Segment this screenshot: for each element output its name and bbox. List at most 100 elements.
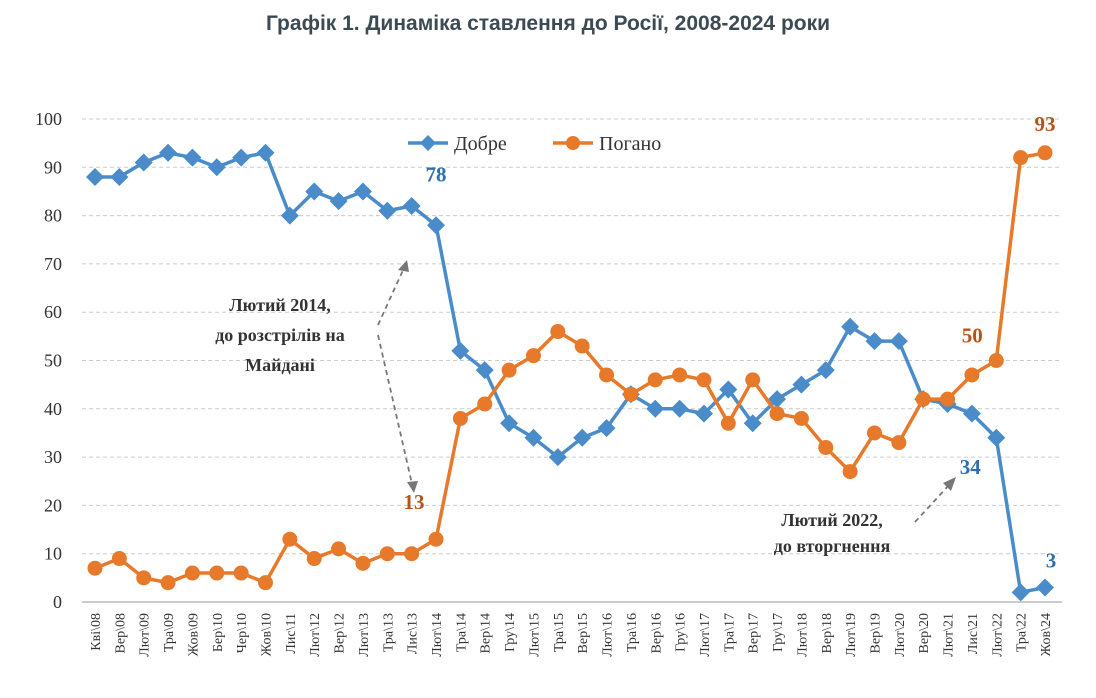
x-tick-label: Лют\15 xyxy=(527,613,542,657)
data-point-diamond xyxy=(816,361,835,380)
data-point-circle xyxy=(331,541,347,557)
x-tick-label: Лют\17 xyxy=(698,613,713,657)
x-tick-label: Лют\16 xyxy=(601,613,616,657)
gridlines xyxy=(82,118,1062,603)
data-point-circle xyxy=(793,410,809,426)
x-tick-label: Тра\14 xyxy=(454,613,469,652)
data-point-diamond xyxy=(743,414,762,433)
y-tick-label: 0 xyxy=(53,592,62,612)
data-point-diamond xyxy=(500,414,519,433)
data-label: 34 xyxy=(960,455,982,479)
data-point-circle xyxy=(355,555,371,571)
x-tick-label: Лют\14 xyxy=(430,613,445,657)
x-tick-label: Лют\18 xyxy=(795,613,810,657)
x-tick-label: Тра\09 xyxy=(162,613,177,652)
data-point-circle xyxy=(525,348,541,364)
data-point-diamond xyxy=(889,332,908,351)
data-point-circle xyxy=(696,372,712,388)
data-point-circle xyxy=(87,560,103,576)
data-point-circle xyxy=(428,531,444,547)
data-point-diamond xyxy=(402,196,421,215)
data-point-diamond xyxy=(86,167,104,186)
data-point-diamond xyxy=(719,380,738,399)
data-point-circle xyxy=(209,565,225,581)
data-label: 50 xyxy=(962,324,983,348)
data-label: 78 xyxy=(426,162,447,186)
annotation-text: до розстрілів на xyxy=(215,325,345,345)
x-tick-label: Лис\11 xyxy=(284,613,299,654)
data-point-circle xyxy=(282,531,298,547)
x-tick-label: Лют\12 xyxy=(308,613,323,657)
annotation-arrow xyxy=(377,334,413,485)
data-point-circle xyxy=(306,551,322,567)
data-point-diamond xyxy=(378,201,397,220)
data-point-circle xyxy=(184,565,200,581)
x-tick-label: Кві\08 xyxy=(89,613,104,651)
data-point-circle xyxy=(404,546,420,562)
data-point-circle xyxy=(940,391,956,407)
data-point-diamond xyxy=(768,390,787,409)
data-point-diamond xyxy=(573,428,592,447)
annotation-arrow xyxy=(914,483,951,523)
x-tick-label: Вер\19 xyxy=(868,613,883,653)
data-point-circle xyxy=(574,338,590,354)
data-point-diamond xyxy=(475,361,494,380)
data-point-diamond xyxy=(329,192,348,211)
data-point-diamond xyxy=(427,216,446,235)
data-point-circle xyxy=(1013,150,1029,166)
x-tick-label: Вер\20 xyxy=(917,613,932,653)
data-point-diamond xyxy=(670,399,689,418)
y-axis-ticks: 0 10 20 30 40 50 60 70 80 90 100 xyxy=(35,109,62,612)
x-tick-label: Лис\13 xyxy=(406,613,421,654)
legend: Добре Погано xyxy=(408,133,661,155)
y-tick-label: 100 xyxy=(35,109,62,129)
data-point-diamond xyxy=(841,317,860,336)
x-tick-label: Вер\16 xyxy=(649,613,664,653)
data-label: 93 xyxy=(1035,112,1056,136)
data-labels: 78 13 50 93 34 3 xyxy=(404,112,1057,573)
x-tick-label: Жов\10 xyxy=(260,613,275,656)
data-point-diamond xyxy=(207,158,226,177)
data-point-diamond xyxy=(159,143,178,162)
data-point-diamond xyxy=(110,167,129,186)
annotations: Лютий 2014, до розстрілів на Майдані Лютий … xyxy=(215,260,956,556)
data-point-diamond xyxy=(548,448,567,467)
y-tick-label: 90 xyxy=(44,157,62,177)
data-point-circle xyxy=(915,391,931,407)
data-point-diamond xyxy=(232,148,251,167)
data-point-circle xyxy=(745,372,761,388)
series-group xyxy=(86,143,1054,602)
data-point-circle xyxy=(866,425,882,441)
x-tick-label: Жов\24 xyxy=(1039,613,1054,656)
chart-title: Графік 1. Динаміка ставлення до Росії, 2… xyxy=(265,12,831,35)
data-point-circle xyxy=(233,565,249,581)
x-axis-ticks: Кві\08 Вер\08 Лют\09 Тра\09 Жов\09 Бер\10 Чер\… xyxy=(89,613,1054,657)
data-point-circle xyxy=(477,396,493,412)
data-point-diamond xyxy=(694,404,713,423)
legend-diamond-icon xyxy=(420,135,436,151)
series-line-dobre xyxy=(95,151,1046,595)
x-tick-label: Вер\08 xyxy=(113,613,128,653)
x-tick-label: Лют\13 xyxy=(357,613,372,657)
data-point-diamond xyxy=(962,404,981,423)
annotation-text: Лютий 2014, xyxy=(229,295,331,315)
x-tick-label: Вер\14 xyxy=(479,613,494,653)
x-tick-label: Жов\09 xyxy=(186,613,201,656)
data-point-circle xyxy=(550,324,566,340)
data-point-diamond xyxy=(280,206,299,225)
series-line-pohano xyxy=(94,151,1046,585)
x-tick-label: Лют\19 xyxy=(844,613,859,657)
data-point-diamond xyxy=(865,332,884,351)
y-tick-label: 20 xyxy=(44,495,62,515)
x-tick-label: Вер\15 xyxy=(576,613,591,653)
data-point-diamond xyxy=(1036,578,1054,597)
x-tick-label: Вер\18 xyxy=(820,613,835,653)
x-tick-label: Тра\16 xyxy=(625,613,640,652)
legend-label: Добре xyxy=(454,133,507,155)
data-label: 3 xyxy=(1046,549,1057,573)
y-tick-label: 50 xyxy=(44,351,62,371)
arrowhead-icon xyxy=(943,477,956,491)
x-tick-label: Тра\15 xyxy=(552,613,567,652)
data-point-diamond xyxy=(305,182,324,201)
